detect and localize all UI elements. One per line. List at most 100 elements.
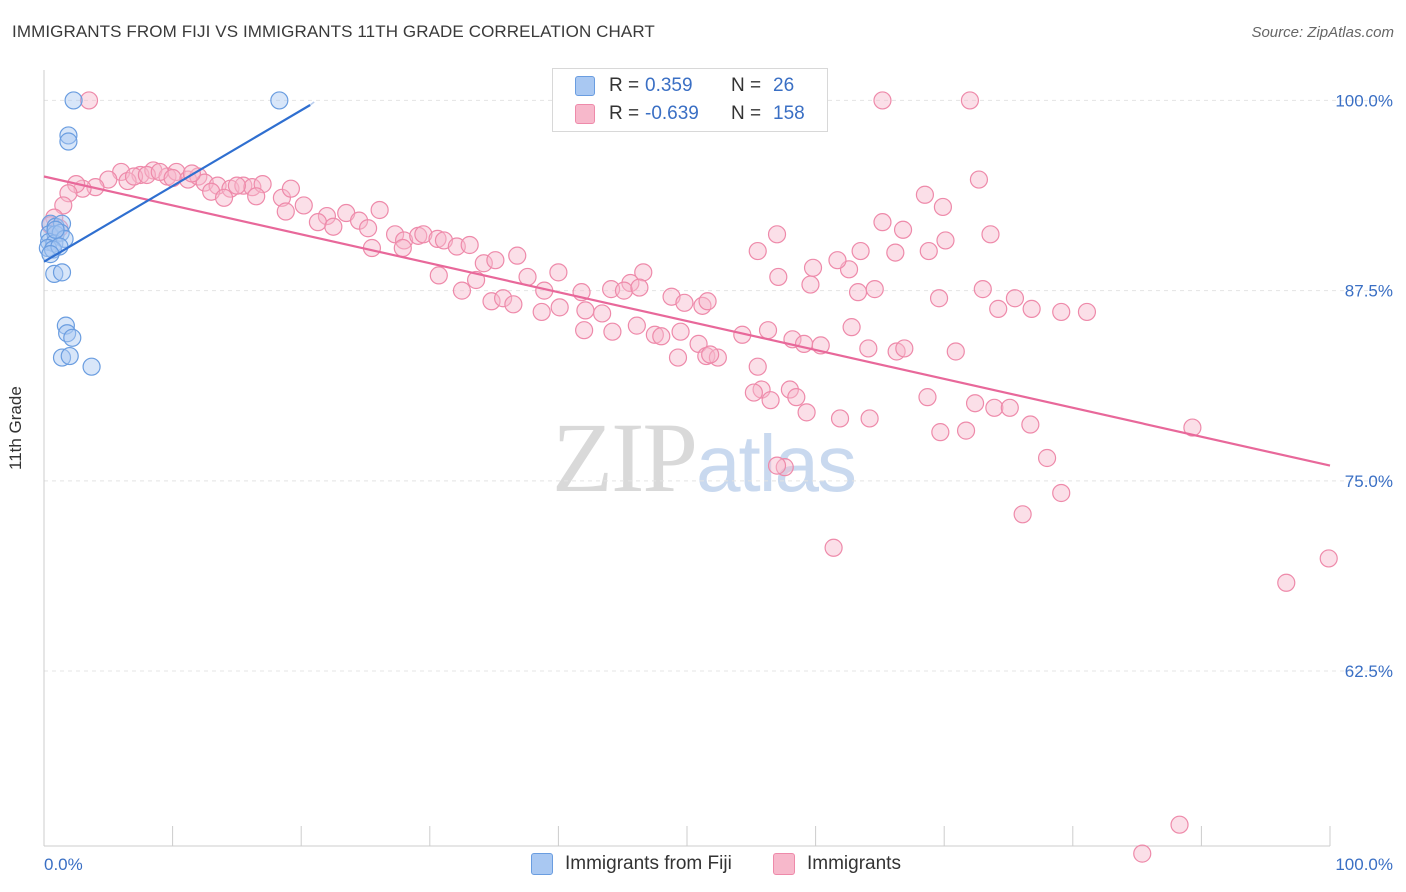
point-fiji bbox=[270, 91, 289, 110]
point-immigrants bbox=[627, 316, 646, 335]
point-immigrants bbox=[775, 458, 794, 477]
point-immigrants bbox=[370, 200, 389, 220]
y-tick-label: 62.5% bbox=[1345, 662, 1393, 681]
point-immigrants bbox=[675, 293, 694, 312]
point-immigrants bbox=[549, 263, 568, 282]
point-immigrants bbox=[769, 267, 788, 287]
legend-r-value-immigrants: -0.639 bbox=[645, 103, 699, 124]
legend-r-label: R = bbox=[609, 103, 640, 124]
point-immigrants bbox=[1052, 483, 1071, 503]
point-immigrants bbox=[1133, 844, 1152, 863]
source-label: Source: ZipAtlas.com bbox=[1251, 24, 1394, 41]
point-immigrants bbox=[393, 238, 412, 258]
legend-row-fiji: R = 0.359 N = 26 bbox=[575, 73, 794, 99]
point-immigrants bbox=[576, 301, 595, 320]
point-immigrants bbox=[474, 254, 493, 273]
point-immigrants bbox=[956, 421, 976, 440]
point-immigrants bbox=[1183, 418, 1202, 437]
point-immigrants bbox=[886, 243, 905, 262]
point-immigrants bbox=[933, 197, 953, 217]
point-immigrants bbox=[698, 292, 717, 311]
trend-line-immigrants bbox=[43, 175, 1331, 467]
point-immigrants bbox=[748, 241, 767, 261]
point-immigrants bbox=[848, 283, 868, 302]
point-immigrants bbox=[960, 91, 980, 110]
legend-swatch-fiji bbox=[575, 76, 595, 96]
point-immigrants bbox=[873, 91, 892, 110]
point-immigrants bbox=[634, 263, 653, 282]
point-immigrants bbox=[1052, 302, 1071, 322]
point-immigrants bbox=[787, 388, 806, 407]
point-immigrants bbox=[946, 342, 965, 361]
point-immigrants bbox=[1319, 549, 1338, 568]
point-immigrants bbox=[482, 292, 501, 311]
point-immigrants bbox=[1277, 573, 1296, 592]
point-immigrants bbox=[748, 357, 767, 376]
point-immigrants bbox=[1077, 302, 1097, 322]
point-immigrants bbox=[1021, 415, 1040, 434]
legend-n-value-fiji: 26 bbox=[773, 75, 795, 96]
point-immigrants bbox=[803, 258, 823, 277]
legend-r-label: R = bbox=[609, 75, 640, 96]
point-fiji bbox=[59, 132, 78, 151]
point-immigrants bbox=[859, 339, 878, 358]
point-immigrants bbox=[532, 302, 551, 322]
point-immigrants bbox=[214, 188, 234, 207]
point-immigrants bbox=[915, 185, 935, 204]
point-immigrants bbox=[550, 298, 569, 317]
point-immigrants bbox=[630, 278, 649, 297]
point-immigrants bbox=[767, 456, 787, 475]
point-immigrants bbox=[1037, 448, 1057, 468]
point-immigrants bbox=[1005, 289, 1025, 308]
point-immigrants bbox=[614, 281, 634, 300]
point-immigrants bbox=[603, 322, 622, 341]
point-immigrants bbox=[593, 304, 612, 323]
point-immigrants bbox=[828, 251, 847, 270]
point-immigrants bbox=[801, 275, 820, 294]
point-immigrants bbox=[873, 213, 892, 232]
point-immigrants bbox=[163, 168, 182, 188]
legend-r-value-fiji: 0.359 bbox=[645, 75, 693, 96]
trend-line-fiji bbox=[43, 104, 311, 263]
point-fiji bbox=[52, 348, 72, 367]
chart-title: IMMIGRANTS FROM FIJI VS IMMIGRANTS 11TH … bbox=[12, 22, 655, 41]
point-fiji bbox=[64, 91, 83, 110]
bottom-legend-label-fiji: Immigrants from Fiji bbox=[565, 853, 732, 874]
point-immigrants bbox=[893, 220, 913, 239]
bottom-legend-label-immigrants: Immigrants bbox=[807, 853, 901, 874]
stats-legend: R = 0.359 N = 26 R = -0.639 N = 158 bbox=[552, 68, 828, 132]
point-immigrants bbox=[1000, 398, 1019, 417]
point-immigrants bbox=[931, 423, 950, 442]
point-immigrants bbox=[247, 187, 266, 206]
point-immigrants bbox=[324, 217, 343, 236]
point-immigrants bbox=[652, 327, 671, 346]
point-immigrants bbox=[494, 289, 513, 308]
bottom-legend-immigrants: Immigrants bbox=[773, 850, 901, 878]
point-immigrants bbox=[414, 225, 433, 244]
point-immigrants bbox=[794, 334, 814, 353]
point-immigrants bbox=[54, 196, 73, 215]
point-immigrants bbox=[973, 280, 992, 299]
point-immigrants bbox=[668, 348, 688, 367]
point-immigrants bbox=[429, 266, 448, 285]
point-immigrants bbox=[671, 322, 690, 341]
point-immigrants bbox=[294, 196, 313, 215]
y-tick-label: 87.5% bbox=[1345, 282, 1393, 301]
point-immigrants bbox=[842, 318, 861, 337]
point-immigrants bbox=[767, 225, 787, 244]
point-immigrants bbox=[981, 225, 1000, 244]
bottom-legend-fiji: Immigrants from Fiji bbox=[531, 850, 732, 878]
point-immigrants bbox=[761, 391, 780, 410]
point-immigrants bbox=[281, 179, 301, 198]
point-immigrants bbox=[227, 176, 246, 195]
point-immigrants bbox=[276, 202, 295, 221]
point-immigrants bbox=[860, 409, 879, 428]
point-immigrants bbox=[243, 178, 262, 197]
point-immigrants bbox=[936, 231, 955, 250]
point-immigrants bbox=[575, 321, 594, 340]
point-immigrants bbox=[1170, 815, 1189, 834]
trend-line-fiji-extension bbox=[309, 101, 315, 106]
legend-n-value-immigrants: 158 bbox=[773, 103, 805, 124]
point-fiji bbox=[59, 126, 78, 145]
